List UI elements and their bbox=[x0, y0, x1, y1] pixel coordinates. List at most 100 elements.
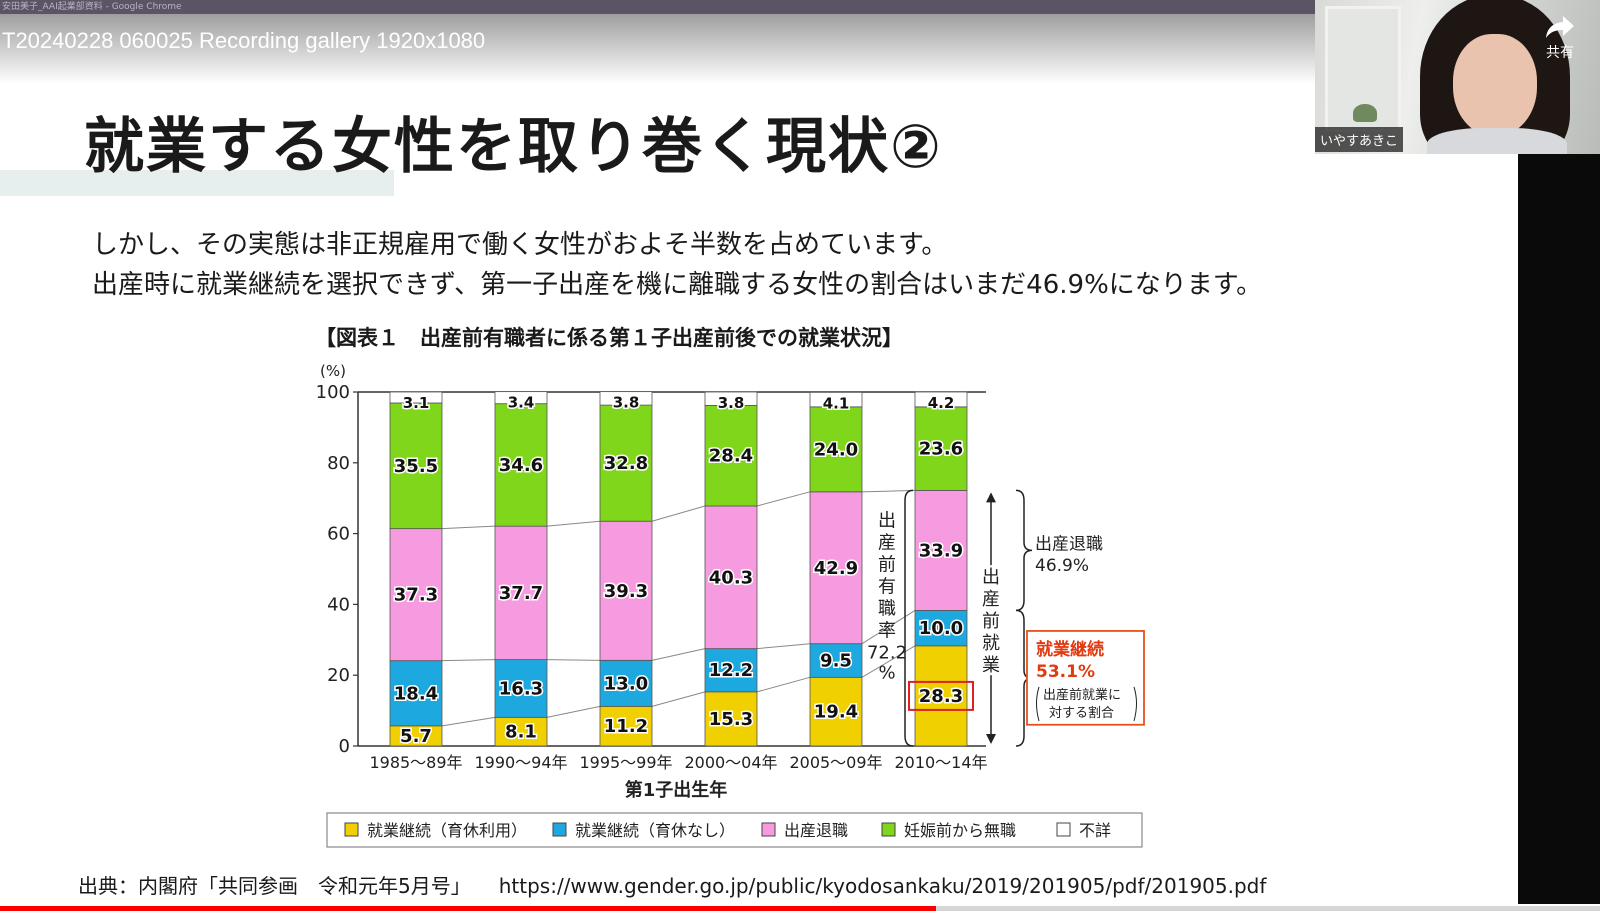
stack-connector-line bbox=[861, 645, 916, 678]
background-plant bbox=[1353, 104, 1377, 122]
continue-annotation-note-1: 出産前就業に bbox=[1043, 687, 1121, 703]
stack-connector-line bbox=[546, 659, 601, 661]
pre-birth-label-char: 業 bbox=[982, 655, 1000, 676]
legend-label: 出産退職 bbox=[784, 821, 848, 840]
bar-data-label: 13.0 bbox=[604, 673, 648, 694]
legend-swatch bbox=[552, 822, 567, 837]
bar-segment bbox=[599, 404, 653, 522]
note-paren-right bbox=[1133, 686, 1137, 722]
pre-birth-label-char: 産 bbox=[982, 589, 1000, 610]
bar-data-label: 15.3 bbox=[709, 709, 753, 730]
x-tick-label: 2000～04年 bbox=[684, 753, 777, 772]
pre-birth-label-char: 就 bbox=[982, 633, 1000, 654]
webcam-thumbnail[interactable]: いやすあきこ bbox=[1315, 0, 1600, 154]
employment-rate-unit: % bbox=[878, 663, 895, 684]
pre-birth-label-bg bbox=[980, 565, 1002, 676]
stack-connector-line bbox=[651, 648, 706, 661]
right-dark-panel bbox=[1518, 152, 1600, 904]
browser-window-title: 安田美子_AAI起業部資料 - Google Chrome bbox=[0, 0, 1600, 14]
video-progress-fill bbox=[0, 906, 936, 911]
bar-segment bbox=[704, 691, 758, 747]
bar-data-label: 19.4 bbox=[814, 702, 858, 723]
continue-annotation-box bbox=[1026, 630, 1145, 726]
bar-segment bbox=[494, 716, 548, 747]
vertical-annotation-char: 職 bbox=[878, 599, 896, 620]
y-axis-unit: (%) bbox=[320, 362, 346, 380]
share-button[interactable]: 共有 bbox=[1535, 14, 1585, 74]
legend-box bbox=[326, 812, 1143, 848]
bar-segment bbox=[389, 660, 443, 727]
stack-connector-line bbox=[441, 716, 496, 727]
stack-connector-line bbox=[441, 659, 496, 662]
quit-annotation-value: 46.9% bbox=[1035, 556, 1089, 576]
legend-label: 就業継続（育休なし） bbox=[575, 821, 735, 840]
bar-data-label: 28.4 bbox=[709, 446, 753, 467]
bar-data-label: 3.8 bbox=[718, 394, 745, 412]
stack-connector-line bbox=[756, 643, 811, 650]
continue-annotation-note-2: 対する割合 bbox=[1049, 705, 1114, 721]
video-progress-bar[interactable] bbox=[0, 906, 1600, 911]
bar-data-label: 3.1 bbox=[403, 394, 430, 412]
bar-segment bbox=[599, 391, 653, 406]
continue-annotation-value: 53.1% bbox=[1036, 662, 1095, 682]
vertical-annotation-char: 前 bbox=[878, 555, 896, 576]
bar-data-label: 18.4 bbox=[394, 683, 438, 704]
source-url-link[interactable]: https://www.gender.go.jp/public/kyodosan… bbox=[498, 874, 1267, 898]
bar-segment bbox=[809, 643, 863, 678]
employment-rate-value: 72.2 bbox=[867, 643, 907, 664]
bar-data-label: 32.8 bbox=[604, 453, 648, 474]
bar-segment bbox=[389, 402, 443, 530]
legend-swatch bbox=[344, 822, 359, 837]
bar-data-label: 39.3 bbox=[604, 581, 648, 602]
vertical-annotation-char: 有 bbox=[878, 577, 896, 598]
bar-segment bbox=[704, 648, 758, 693]
bar-data-label: 4.1 bbox=[823, 394, 850, 412]
bar-segment bbox=[494, 659, 548, 718]
legend-swatch bbox=[761, 822, 776, 837]
vertical-annotation-char: 産 bbox=[878, 533, 896, 554]
bar-data-label: 3.4 bbox=[508, 394, 535, 412]
stack-connector-line bbox=[651, 691, 706, 707]
arrow-head-down bbox=[986, 734, 996, 744]
stack-connector-line bbox=[546, 705, 601, 718]
arrow-head-up bbox=[986, 492, 996, 503]
legend-swatch bbox=[1056, 822, 1071, 837]
participant-clothes bbox=[1427, 128, 1567, 154]
bar-segment bbox=[389, 391, 443, 404]
bar-segment bbox=[389, 528, 443, 662]
vertical-annotation-char: 率 bbox=[878, 621, 896, 642]
x-tick-label: 2005～09年 bbox=[789, 753, 882, 772]
x-tick-label: 1985～89年 bbox=[369, 753, 462, 772]
bar-data-label: 42.9 bbox=[814, 558, 858, 579]
video-title[interactable]: T20240228 060025 Recording gallery 1920x… bbox=[2, 28, 486, 53]
y-tick-label: 60 bbox=[327, 524, 350, 545]
pre-birth-label-char: 前 bbox=[982, 611, 1000, 632]
bar-segment bbox=[809, 391, 863, 408]
left-bracket bbox=[904, 489, 914, 747]
bar-data-label: 24.0 bbox=[814, 439, 858, 460]
bar-data-label: 23.6 bbox=[919, 439, 963, 460]
title-underline-decoration bbox=[0, 170, 394, 196]
y-tick-label: 0 bbox=[339, 736, 350, 757]
source-citation: 出典：内閣府「共同参画 令和元年5月号」 https://www.gender.g… bbox=[78, 870, 1266, 899]
bar-data-label: 12.2 bbox=[709, 660, 753, 681]
note-paren-left bbox=[1036, 686, 1040, 722]
vertical-annotation-char: 出 bbox=[878, 511, 896, 532]
x-axis-title: 第1子出生年 bbox=[625, 779, 728, 801]
bar-segment bbox=[914, 391, 968, 408]
bar-segment bbox=[809, 491, 863, 645]
legend-label: 妊娠前から無職 bbox=[904, 821, 1016, 840]
bar-segment bbox=[914, 490, 968, 611]
x-tick-label: 1990～94年 bbox=[474, 753, 567, 772]
bar-segment bbox=[704, 391, 758, 406]
bar-data-label: 33.9 bbox=[919, 540, 963, 561]
legend-label: 不詳 bbox=[1079, 821, 1111, 840]
stack-connector-line bbox=[861, 609, 916, 645]
x-tick-label: 1995～99年 bbox=[579, 753, 672, 772]
pre-birth-label-char: 出 bbox=[982, 567, 1000, 588]
stack-connector-line bbox=[441, 525, 496, 530]
bar-data-label: 3.8 bbox=[613, 394, 640, 412]
stack-connector-line bbox=[756, 491, 811, 507]
source-label: 出典：内閣府「共同参画 令和元年5月号」 bbox=[78, 874, 471, 898]
